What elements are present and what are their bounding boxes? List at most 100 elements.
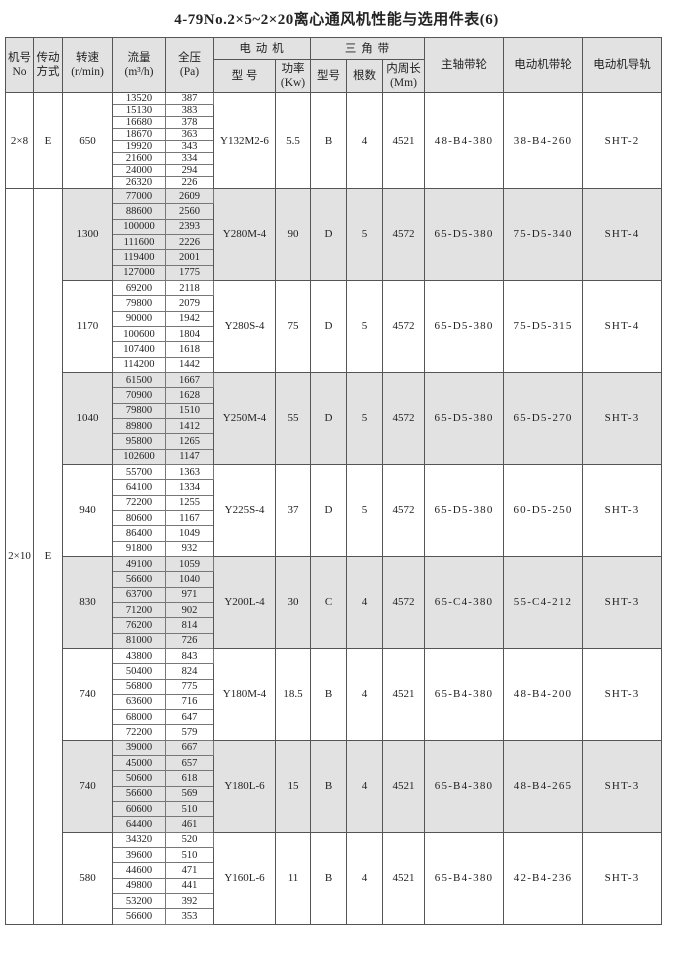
belt-type: D (310, 188, 347, 281)
flow-value: 60600 (112, 801, 166, 818)
motor-power: 30 (275, 555, 311, 649)
pressure-value: 1147 (165, 448, 214, 465)
motor-pulley: 38-B4-260 (503, 92, 584, 189)
flow-value: 88600 (112, 203, 166, 220)
belt-type: D (310, 371, 347, 465)
flow-value: 45000 (112, 755, 166, 772)
pressure-value: 363 (165, 128, 214, 141)
pressure-value: 971 (165, 586, 214, 603)
speed: 580 (62, 831, 113, 925)
table-row: 15130 383 (6, 104, 662, 117)
belt-length: 4572 (381, 188, 426, 281)
flow-value: 71200 (112, 601, 166, 619)
drive-type: E (33, 188, 63, 925)
belt-length: 4521 (381, 92, 426, 189)
flow-value: 91800 (112, 540, 166, 557)
spindle-pulley: 65-D5-380 (424, 279, 505, 373)
table-row: 91800 932 (6, 540, 662, 557)
flow-value: 119400 (112, 249, 166, 266)
flow-value: 81000 (112, 632, 166, 649)
speed: 740 (62, 739, 113, 833)
table-row: 95800 1265 (6, 433, 662, 450)
motor-power: 5.5 (275, 92, 311, 189)
pressure-value: 932 (165, 540, 214, 557)
table-row: 2×10 E 1300 77000 2609 Y280M-4 90 D 5 4572 65-D5-3… (5, 187, 663, 925)
header-motor-model: 型 号 (213, 59, 276, 93)
belt-type: B (310, 739, 347, 833)
table-row: 60600 510 (6, 801, 662, 818)
motor-rail: SHT-2 (582, 92, 663, 189)
belt-count: 4 (346, 647, 383, 741)
pressure-value: 441 (165, 877, 214, 895)
flow-value: 15130 (112, 104, 166, 117)
motor-model: Y160L-6 (213, 831, 276, 925)
pressure-value: 510 (165, 847, 214, 864)
header-pressure: 全压 (Pa) (165, 37, 214, 93)
table-row: 1040 61500 1667 Y250M-4 55 D 5 4572 65-D5-380 65-… (6, 371, 663, 465)
flow-value: 64400 (112, 816, 166, 833)
motor-power: 11 (275, 831, 311, 925)
pressure-value: 1412 (165, 417, 214, 435)
flow-value: 111600 (112, 233, 166, 251)
header-belt-length: 内周长 (Mm) (381, 59, 426, 93)
pressure-value: 726 (165, 632, 214, 649)
motor-power: 55 (275, 371, 311, 465)
flow-value: 63600 (112, 693, 166, 711)
motor-model: Y225S-4 (213, 463, 276, 557)
motor-rail: SHT-3 (582, 555, 663, 649)
pressure-value: 1775 (165, 264, 214, 281)
table-row: 56600 569 (6, 785, 662, 803)
table-row: 56600 353 (6, 908, 662, 925)
flow-value: 56800 (112, 678, 166, 695)
motor-rail: SHT-4 (582, 188, 663, 281)
header-motor-rail: 电动机导轨 (582, 37, 663, 93)
speed: 830 (62, 555, 113, 649)
flow-value: 18670 (112, 128, 166, 141)
flow-value: 63700 (112, 586, 166, 603)
pressure-value: 520 (165, 831, 214, 849)
table-body: 2×8 E 650 13520 387 Y132M2-6 5.5 B 4 4521 48-B4-38… (5, 92, 663, 925)
table-row: 64100 1334 (6, 479, 662, 496)
header-motor-pulley: 电动机带轮 (503, 37, 584, 93)
pressure-value: 2609 (165, 187, 214, 205)
motor-pulley: 48-B4-265 (503, 739, 584, 833)
table-row: 2×8 E 650 13520 387 Y132M2-6 5.5 B 4 4521 48-B4-38… (5, 92, 663, 189)
machine-no: 2×10 (5, 188, 34, 925)
flow-value: 64100 (112, 479, 166, 496)
spindle-pulley: 65-D5-380 (424, 188, 505, 281)
belt-length: 4572 (381, 279, 426, 373)
motor-model: Y180L-6 (213, 739, 276, 833)
machine-no: 2×8 (5, 92, 34, 189)
pressure-value: 226 (165, 176, 214, 189)
table-row: 100000 2393 (6, 218, 662, 235)
motor-power: 90 (275, 188, 311, 281)
belt-type: B (310, 92, 347, 189)
pressure-value: 2001 (165, 249, 214, 266)
table-row: 740 43800 843 Y180M-4 18.5 B 4 4521 65-B4-380 48-… (6, 647, 663, 741)
pressure-value: 1255 (165, 494, 214, 511)
header-no: 机号 No (5, 37, 34, 93)
motor-power: 75 (275, 279, 311, 373)
motor-power: 18.5 (275, 647, 311, 741)
table-row: 45000 657 (6, 755, 662, 772)
pressure-value: 647 (165, 709, 214, 726)
belt-length: 4521 (381, 831, 426, 925)
flow-value: 70900 (112, 387, 166, 404)
table-row: 740 39000 667 Y180L-6 15 B 4 4521 65-B4-380 48-B4… (6, 739, 663, 833)
pressure-value: 902 (165, 601, 214, 619)
pressure-value: 1618 (165, 341, 214, 358)
flow-value: 50600 (112, 770, 166, 787)
pressure-value: 2079 (165, 295, 214, 312)
flow-value: 50400 (112, 663, 166, 680)
pressure-value: 1167 (165, 509, 214, 527)
table-row: 50400 824 (6, 663, 662, 680)
pressure-value: 1628 (165, 387, 214, 404)
flow-value: 69200 (112, 279, 166, 297)
motor-pulley: 48-B4-200 (503, 647, 584, 741)
table-row: 72200 579 (6, 724, 662, 741)
pressure-value: 667 (165, 739, 214, 757)
pressure-value: 569 (165, 785, 214, 803)
document-title: 4-79No.2×5~2×20离心通风机性能与选用件表(6) (174, 12, 499, 28)
table-row: 114200 1442 (6, 356, 662, 373)
motor-rail: SHT-3 (582, 647, 663, 741)
